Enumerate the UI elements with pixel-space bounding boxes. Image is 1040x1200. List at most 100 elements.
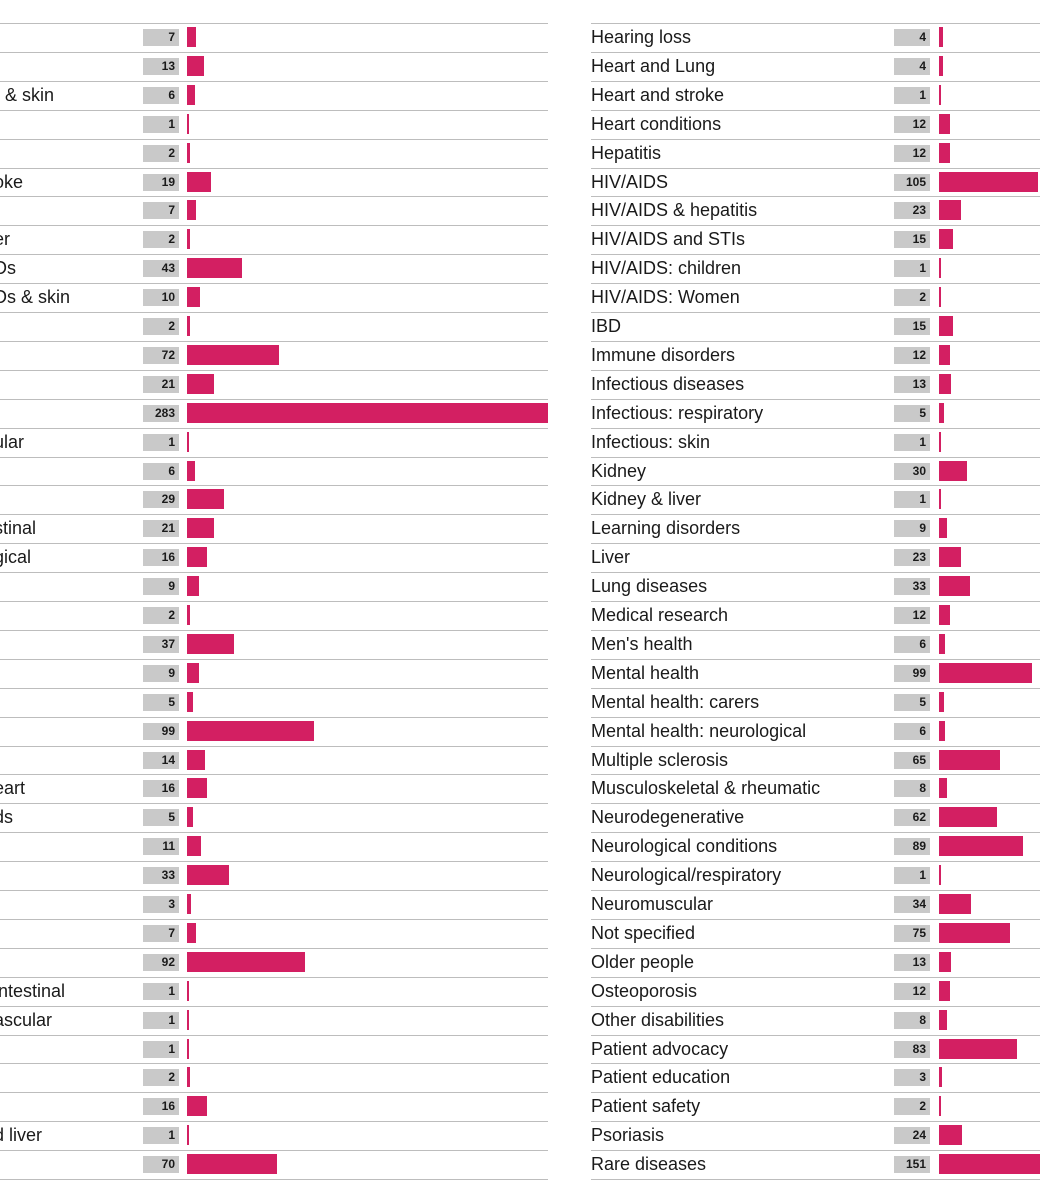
bar	[939, 113, 951, 134]
chart-row: Hepatitis 12	[591, 138, 1040, 167]
value-label: 23	[894, 549, 930, 567]
value-label: 1	[894, 433, 930, 451]
category-label: Infectious: respiratory	[591, 402, 764, 423]
chart-row: HIV/AIDS and STIs 15	[591, 225, 1040, 253]
value-label: 99	[894, 664, 930, 682]
category-label: HIV/AIDS: children	[591, 258, 742, 279]
bottom-separator	[0, 1179, 548, 1180]
bar	[187, 922, 196, 943]
row-separator	[591, 514, 1040, 516]
row-separator	[591, 890, 1040, 891]
chart-row: Heart and Lung 4	[591, 51, 1040, 80]
row-separator	[0, 1034, 548, 1036]
row-separator	[0, 369, 548, 371]
category-label: oke	[0, 171, 24, 192]
row-separator	[591, 167, 1040, 169]
chart-row: Patient safety 2	[591, 1092, 1040, 1120]
chart-row: 33	[0, 861, 548, 889]
bar	[187, 894, 191, 914]
bar	[939, 1067, 942, 1088]
value-label: 16	[143, 780, 179, 798]
chart-row: Ds & skin 10	[0, 283, 548, 311]
value-label: 83	[894, 1040, 930, 1058]
category-label: Other disabilities	[591, 1009, 725, 1030]
chart-row: 7	[0, 23, 548, 51]
bar	[939, 605, 951, 625]
category-label: Mental health: neurological	[591, 720, 807, 741]
row-separator	[591, 398, 1040, 400]
value-label: 65	[894, 751, 930, 769]
value-label: 89	[894, 838, 930, 856]
chart-row: HIV/AIDS: Women 2	[591, 283, 1040, 311]
value-label: 151	[894, 1156, 930, 1174]
value-label: 16	[143, 1098, 179, 1116]
value-label: 283	[143, 404, 179, 422]
bar	[187, 720, 314, 741]
value-label: 8	[894, 780, 930, 798]
row-separator	[591, 745, 1040, 747]
row-separator	[591, 80, 1040, 82]
category-label: HIV/AIDS: Women	[591, 287, 740, 308]
value-label: 2	[143, 144, 179, 162]
row-separator	[0, 340, 548, 342]
bar	[939, 287, 941, 308]
value-label: 29	[143, 491, 179, 509]
chart-row: d liver 1	[0, 1121, 548, 1149]
bar	[939, 720, 945, 741]
value-label: 9	[143, 664, 179, 682]
value-label: 10	[143, 289, 179, 307]
bar	[939, 489, 941, 510]
row-separator	[0, 976, 548, 978]
row-separator	[0, 485, 548, 487]
bar	[939, 142, 951, 163]
bar	[187, 1009, 189, 1030]
category-label: Psoriasis	[591, 1125, 665, 1146]
value-label: 33	[143, 867, 179, 885]
chart-row: Neurodegenerative 62	[591, 803, 1040, 831]
bar	[187, 691, 194, 712]
chart-row: stinal 21	[0, 514, 548, 542]
bar	[939, 547, 961, 568]
bar	[939, 431, 941, 452]
row-separator	[591, 1034, 1040, 1036]
row-separator	[591, 687, 1040, 689]
bar	[939, 922, 1010, 943]
category-label: Lung diseases	[591, 576, 708, 597]
value-label: 12	[894, 115, 930, 133]
row-separator	[591, 716, 1040, 718]
bar	[187, 258, 243, 279]
row-separator	[591, 629, 1040, 631]
category-label: stinal	[0, 518, 37, 539]
chart-row: er 2	[0, 225, 548, 253]
row-separator	[591, 861, 1040, 863]
chart-row: 2	[0, 601, 548, 629]
row-separator	[0, 716, 548, 718]
bar	[939, 951, 952, 972]
value-label: 2	[143, 318, 179, 335]
value-label: 7	[143, 202, 179, 220]
row-separator	[0, 947, 548, 949]
chart-row: Rare diseases 151	[591, 1150, 1040, 1178]
value-label: 15	[894, 231, 930, 249]
value-label: 14	[143, 751, 179, 769]
chart-row: r & skin 6	[0, 80, 548, 109]
chart-row: Other disabilities 8	[591, 1005, 1040, 1034]
row-separator	[0, 658, 548, 660]
chart-row: Mental health: neurological 6	[591, 716, 1040, 745]
category-label: Patient education	[591, 1067, 731, 1088]
chart-row: Kidney & liver 1	[591, 485, 1040, 513]
value-label: 6	[894, 635, 930, 653]
value-label: 6	[143, 86, 179, 104]
bar	[187, 171, 212, 192]
chart-row: Mental health: carers 5	[591, 687, 1040, 716]
row-separator	[0, 1092, 548, 1094]
category-label: ascular	[0, 1009, 53, 1030]
chart-row: 2	[0, 312, 548, 340]
row-separator	[591, 254, 1040, 256]
row-separator	[591, 51, 1040, 53]
value-label: 70	[143, 1156, 179, 1174]
value-label: 13	[894, 953, 930, 971]
chart-row: 3	[0, 890, 548, 918]
row-separator	[591, 138, 1040, 140]
category-label: eart	[0, 778, 26, 799]
